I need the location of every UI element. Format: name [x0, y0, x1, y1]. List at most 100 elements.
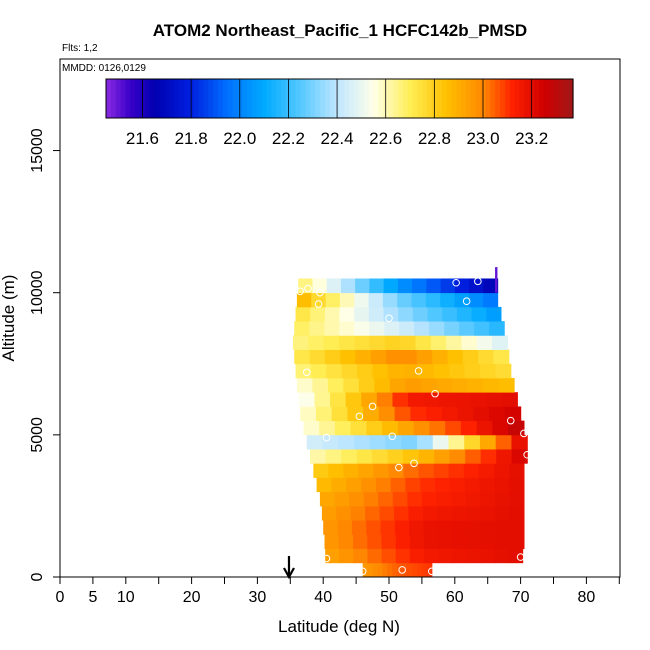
curtain-cell	[350, 420, 368, 436]
curtain-cell	[354, 292, 370, 308]
curtain-cell	[427, 306, 443, 322]
curtain-layer	[292, 267, 528, 578]
curtain-cell	[509, 534, 525, 549]
sample-marker	[474, 277, 482, 286]
curtain-cell	[324, 349, 341, 365]
curtain-cell	[465, 449, 482, 464]
curtain-cell	[436, 491, 452, 507]
curtain-cell	[511, 434, 528, 450]
colorbar-swatch	[329, 79, 336, 118]
curtain-row-18	[295, 306, 502, 322]
curtain-cell	[341, 449, 358, 464]
curtain-cell	[343, 377, 360, 393]
curtain-cell	[420, 477, 436, 493]
curtain-cell	[421, 491, 438, 507]
curtain-cell	[436, 377, 453, 393]
curtain-cell	[470, 392, 487, 407]
curtain-cell	[367, 562, 374, 578]
x-tick-label: 20	[183, 589, 201, 606]
curtain-cell	[469, 278, 484, 294]
x-tick-label: 5	[88, 589, 97, 606]
sample-marker	[506, 416, 515, 425]
curtain-cell	[331, 477, 347, 493]
colorbar-swatch	[261, 79, 268, 118]
curtain-cell	[366, 420, 383, 436]
curtain-cell	[387, 449, 404, 464]
curtain-row-19	[296, 292, 499, 308]
curtain-cell	[394, 520, 410, 535]
sample-marker	[398, 566, 406, 574]
colorbar-swatch	[149, 79, 156, 118]
colorbar-swatch	[427, 79, 433, 118]
curtain-cell	[339, 306, 355, 322]
curtain-cell	[405, 377, 422, 393]
curtain-cell	[494, 491, 510, 507]
curtain-cell	[415, 335, 432, 350]
curtain-cell	[400, 335, 417, 350]
curtain-cell	[339, 548, 354, 564]
colorbar-swatch	[568, 79, 574, 118]
curtain-cell	[310, 306, 326, 322]
colorbar-swatch	[305, 79, 311, 118]
curtain-row-2	[324, 534, 525, 549]
sample-marker	[322, 554, 331, 563]
colorbar-swatch	[281, 79, 287, 118]
curtain-cell	[324, 321, 340, 336]
curtain-cell	[357, 363, 374, 379]
curtain-cell	[383, 306, 399, 322]
colorbar-swatch	[563, 79, 569, 118]
curtain-cell	[429, 321, 445, 336]
curtain-cell	[414, 321, 430, 336]
colorbar-tick-label: 21.6	[126, 129, 159, 148]
curtain-cell	[467, 377, 484, 393]
curtain-cell	[452, 548, 467, 564]
curtain-cell	[412, 562, 418, 578]
curtain-cell	[451, 505, 467, 521]
curtain-cell	[295, 306, 311, 322]
colorbar-swatch	[509, 79, 516, 118]
curtain-cell	[416, 349, 433, 365]
curtain-cell	[337, 520, 353, 535]
curtain-cell	[508, 548, 524, 564]
curtain-cell	[432, 349, 449, 365]
curtain-row-14	[295, 363, 512, 379]
curtain-cell	[509, 520, 525, 535]
curtain-cell	[432, 434, 450, 450]
colorbar-swatch	[553, 79, 559, 118]
curtain-cell	[426, 278, 442, 294]
latitude-arrow	[283, 556, 295, 580]
curtain-cell	[476, 420, 493, 436]
curtain-cell	[324, 306, 341, 322]
curtain-cell	[426, 562, 433, 578]
curtain-cell	[325, 449, 342, 464]
curtain-cell	[365, 505, 381, 521]
colorbar-swatch	[120, 79, 127, 118]
colorbar-swatch	[213, 79, 219, 118]
curtain-cell	[327, 377, 345, 393]
curtain-cell	[440, 292, 456, 308]
curtain-cell	[367, 548, 383, 564]
curtain-cell	[463, 463, 480, 478]
curtain-cell	[331, 406, 349, 422]
curtain-cell	[378, 491, 394, 507]
curtain-row-20	[298, 278, 499, 294]
curtain-cell	[372, 562, 379, 578]
curtain-row-13	[296, 377, 515, 393]
curtain-cell	[334, 420, 352, 436]
curtain-cell	[402, 562, 408, 578]
colorbar-swatch	[412, 79, 418, 118]
curtain-cell	[346, 477, 362, 493]
curtain-cell	[422, 505, 438, 521]
curtain-cell	[448, 434, 465, 450]
y-tick-label: 0	[29, 572, 46, 581]
curtain-cell	[509, 491, 525, 507]
curtain-cell	[496, 449, 513, 464]
curtain-cell	[361, 477, 377, 493]
colorbar-swatch	[519, 79, 525, 118]
curtain-cell	[423, 392, 440, 407]
curtain-cell	[397, 420, 415, 436]
curtain-cell	[408, 505, 424, 521]
curtain-cell	[341, 363, 358, 379]
sample-marker	[452, 278, 460, 287]
colorbar-swatch	[300, 79, 307, 118]
